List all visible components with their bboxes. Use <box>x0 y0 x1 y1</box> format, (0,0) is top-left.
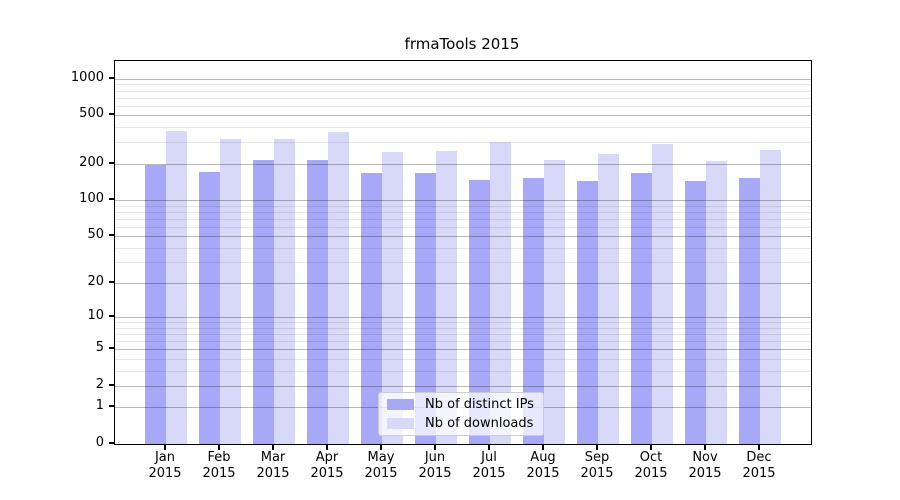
bar-distinct-ips <box>307 160 328 444</box>
y-axis-tick <box>109 198 114 201</box>
bar-downloads <box>166 130 187 444</box>
y-axis-tick <box>109 234 114 237</box>
bar-downloads <box>652 143 673 444</box>
gridline-minor <box>115 105 811 107</box>
x-tick-label: Mar 2015 <box>256 450 290 481</box>
x-axis-tick <box>218 445 220 450</box>
x-tick-label: Nov 2015 <box>688 450 722 481</box>
x-axis-tick <box>434 445 436 450</box>
y-axis-tick <box>109 76 114 79</box>
bar-downloads <box>220 138 241 444</box>
x-axis-tick <box>542 445 544 450</box>
gridline-minor <box>115 127 811 129</box>
legend-swatch-downloads <box>387 418 414 429</box>
bar-distinct-ips <box>739 177 760 444</box>
x-axis-tick <box>758 445 760 450</box>
bar-distinct-ips <box>685 180 706 444</box>
y-axis-tick <box>109 281 114 284</box>
bar-distinct-ips <box>631 173 652 444</box>
x-tick-label: Feb 2015 <box>202 450 236 481</box>
x-tick-label: Oct 2015 <box>634 450 668 481</box>
y-axis-tick <box>109 405 114 408</box>
x-axis-tick <box>326 445 328 450</box>
bar-distinct-ips <box>577 180 598 444</box>
bar-distinct-ips <box>199 171 220 444</box>
y-tick-label: 1 <box>95 398 104 414</box>
gridline-major <box>115 78 811 80</box>
y-axis-tick <box>109 161 114 164</box>
x-tick-label: Aug 2015 <box>526 450 560 481</box>
gridline-minor <box>115 84 811 86</box>
bar-downloads <box>760 149 781 444</box>
y-tick-label: 1000 <box>70 69 104 85</box>
y-tick-label: 100 <box>79 191 104 207</box>
bar-distinct-ips <box>469 179 490 444</box>
y-tick-label: 10 <box>87 308 104 324</box>
x-axis-tick <box>164 445 166 450</box>
y-tick-label: 5 <box>95 340 104 356</box>
x-tick-label: Jun 2015 <box>418 450 452 481</box>
bar-distinct-ips <box>253 160 274 444</box>
bar-distinct-ips <box>145 164 166 444</box>
x-tick-label: Jan 2015 <box>148 450 182 481</box>
legend-swatch-distinct-ips <box>387 399 414 410</box>
y-axis-tick <box>109 315 114 318</box>
bar-downloads <box>544 159 565 444</box>
bar-distinct-ips <box>523 178 544 444</box>
bar-distinct-ips <box>415 173 436 444</box>
x-axis-tick <box>380 445 382 450</box>
gridline-minor <box>115 90 811 92</box>
y-tick-label: 20 <box>87 274 104 290</box>
x-axis-tick <box>272 445 274 450</box>
x-tick-label: Jul 2015 <box>472 450 506 481</box>
legend: Nb of distinct IPs Nb of downloads <box>378 392 544 436</box>
y-tick-label: 500 <box>79 106 104 122</box>
bar-downloads <box>706 161 727 444</box>
gridline-major <box>115 115 811 117</box>
y-axis-tick <box>109 442 114 444</box>
x-axis-tick <box>704 445 706 450</box>
x-axis-tick <box>488 445 490 450</box>
chart-title: frmaTools 2015 <box>404 35 520 53</box>
bar-downloads <box>328 132 349 444</box>
x-tick-label: May 2015 <box>364 450 398 481</box>
bar-downloads <box>382 152 403 444</box>
bar-downloads <box>490 142 511 444</box>
gridline-minor <box>115 97 811 99</box>
legend-item-downloads: Nb of downloads <box>379 415 543 433</box>
plot-area <box>114 60 812 445</box>
y-tick-label: 0 <box>95 435 104 450</box>
x-tick-label: Sep 2015 <box>580 450 614 481</box>
x-tick-label: Dec 2015 <box>742 450 776 481</box>
bar-distinct-ips <box>361 173 382 444</box>
bar-downloads <box>274 138 295 444</box>
y-tick-label: 200 <box>79 154 104 170</box>
x-axis-tick <box>650 445 652 450</box>
y-axis-tick <box>109 347 114 350</box>
y-axis-tick <box>109 383 114 386</box>
bar-downloads <box>598 153 619 444</box>
legend-label-distinct-ips: Nb of distinct IPs <box>425 397 534 412</box>
x-tick-label: Apr 2015 <box>310 450 344 481</box>
legend-item-distinct-ips: Nb of distinct IPs <box>379 396 543 414</box>
y-tick-label: 50 <box>87 227 104 243</box>
y-tick-label: 2 <box>95 376 104 392</box>
y-axis-tick <box>109 113 114 116</box>
legend-label-downloads: Nb of downloads <box>425 416 534 431</box>
bar-downloads <box>436 151 457 444</box>
x-axis-tick <box>596 445 598 450</box>
